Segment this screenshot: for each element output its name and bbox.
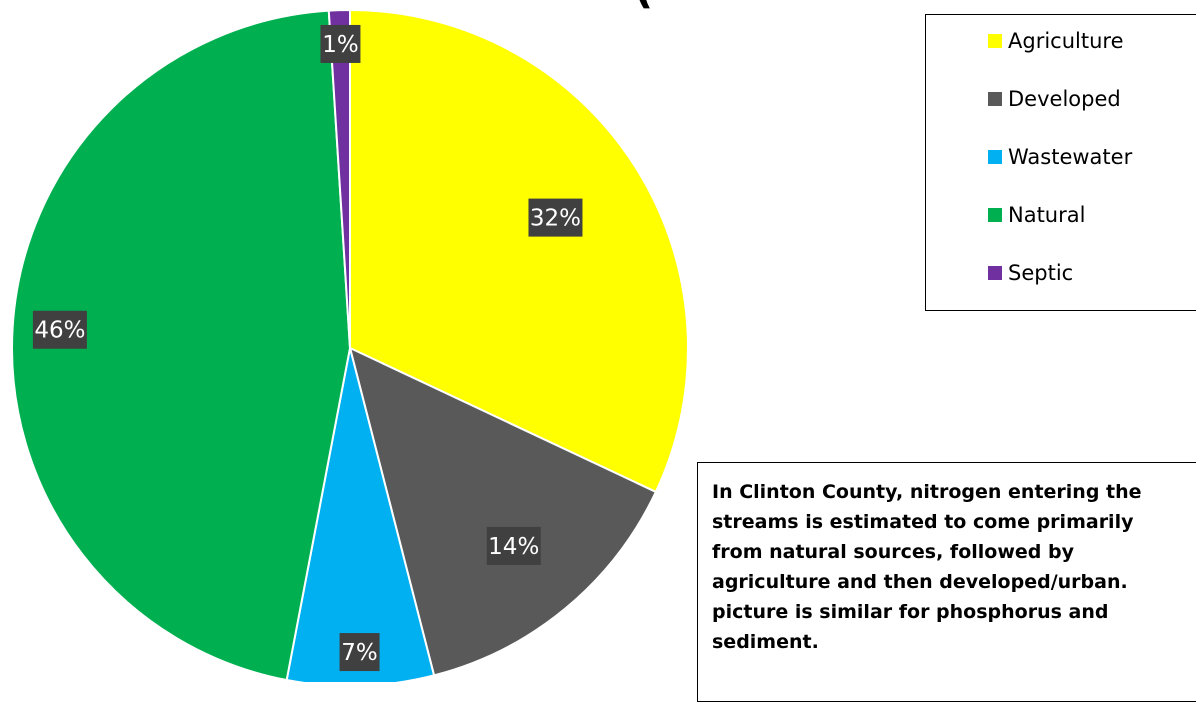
pie-slice-developed xyxy=(348,346,658,677)
data-label-text-agriculture: 32% xyxy=(530,206,581,232)
data-label-box-developed xyxy=(486,526,541,565)
legend-swatch-wastewater xyxy=(988,150,1002,164)
legend-item-natural: Natural xyxy=(988,203,1085,227)
data-label-text-septic: 1% xyxy=(322,32,359,58)
data-label-text-natural: 46% xyxy=(34,318,85,344)
pie-slice-natural xyxy=(11,9,352,682)
pie-slices xyxy=(11,8,689,682)
pie-slice-agriculture xyxy=(349,8,689,494)
data-label-septic: 1% xyxy=(320,24,361,63)
legend-item-wastewater: Wastewater xyxy=(988,145,1132,169)
data-label-wastewater: 7% xyxy=(339,633,380,672)
legend-swatch-developed xyxy=(988,92,1002,106)
pie-chart: ( 32% 14% 7% 46% 1% xyxy=(11,0,689,682)
data-label-box-wastewater xyxy=(339,633,380,672)
pie-slice-septic xyxy=(327,8,351,349)
legend-label-developed: Developed xyxy=(1008,87,1121,111)
legend-swatch-agriculture xyxy=(988,34,1002,48)
data-label-agriculture: 32% xyxy=(528,198,583,237)
chart-title-fragment: ( xyxy=(634,0,653,13)
legend-swatch-natural xyxy=(988,208,1002,222)
summary-note-box: In Clinton County, nitrogen entering the… xyxy=(697,462,1196,702)
pie-slice-wastewater xyxy=(285,347,436,682)
chart-legend: Agriculture Developed Wastewater Natural Sep… xyxy=(925,14,1196,311)
legend-label-agriculture: Agriculture xyxy=(1008,29,1124,53)
legend-item-agriculture: Agriculture xyxy=(988,29,1124,53)
data-label-box-septic xyxy=(320,24,361,63)
legend-item-developed: Developed xyxy=(988,87,1121,111)
data-label-box-agriculture xyxy=(528,198,583,237)
data-label-developed: 14% xyxy=(486,526,541,565)
legend-item-septic: Septic xyxy=(988,261,1073,285)
legend-label-septic: Septic xyxy=(1008,261,1074,285)
data-label-box-natural xyxy=(32,310,87,349)
legend-label-natural: Natural xyxy=(1008,203,1086,227)
pie-data-labels: 32% 14% 7% 46% 1% xyxy=(32,24,583,672)
summary-note-text: In Clinton County, nitrogen entering the… xyxy=(712,481,1142,653)
data-label-text-developed: 14% xyxy=(488,534,539,560)
legend-label-wastewater: Wastewater xyxy=(1008,145,1133,169)
data-label-text-wastewater: 7% xyxy=(341,640,378,666)
data-label-natural: 46% xyxy=(32,310,87,349)
legend-swatch-septic xyxy=(988,266,1002,280)
